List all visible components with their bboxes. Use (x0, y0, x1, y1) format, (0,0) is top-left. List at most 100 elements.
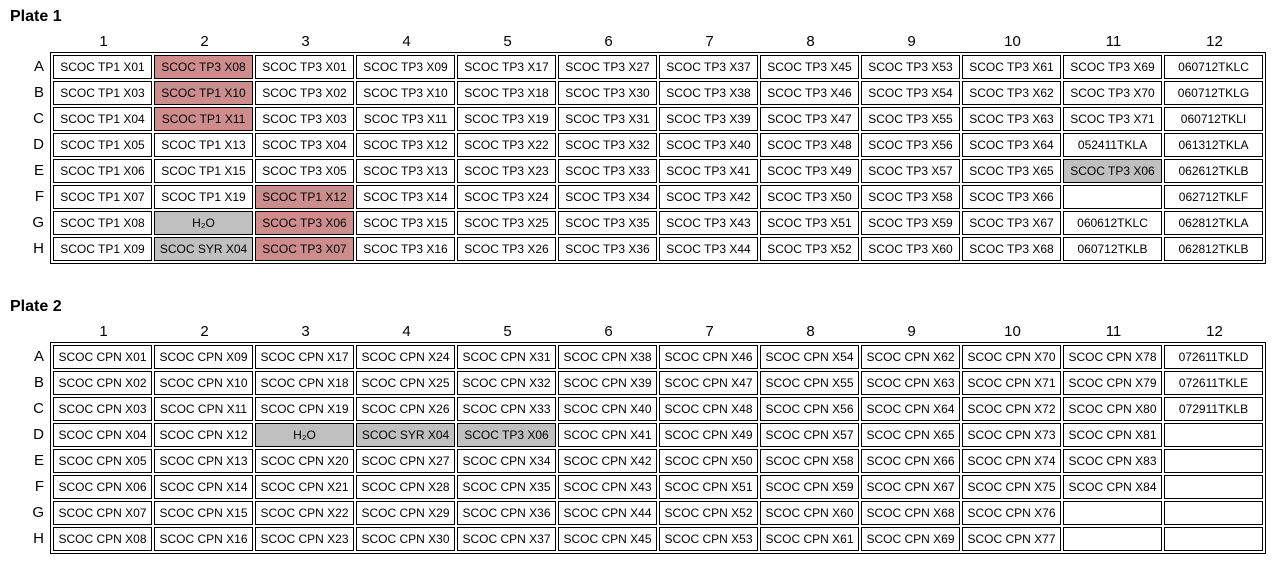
plate-2-well-A8: SCOC CPN X54 (760, 345, 859, 369)
plate-1-well-G7: SCOC TP3 X43 (659, 211, 758, 235)
plate-2-well-A1: SCOC CPN X01 (53, 345, 152, 369)
plate-2-well-E10: SCOC CPN X74 (962, 449, 1061, 473)
plate-1-well-H10: SCOC TP3 X68 (962, 237, 1061, 261)
plate-1-well-B10: SCOC TP3 X62 (962, 81, 1061, 105)
plate-2-well-D6: SCOC CPN X41 (558, 423, 657, 447)
plate-1-well-F7: SCOC TP3 X42 (659, 185, 758, 209)
plate-2-well-H8: SCOC CPN X61 (760, 527, 859, 551)
plate-2-column-headers: 1 2 3 4 5 6 7 8 9 10 11 12 (53, 322, 1272, 342)
plate-2-well-D1: SCOC CPN X04 (53, 423, 152, 447)
plate-2-row-label-B: B (33, 374, 44, 391)
plate-1-well-F6: SCOC TP3 X34 (558, 185, 657, 209)
plate-1-well-B9: SCOC TP3 X54 (861, 81, 960, 105)
plate-2-well-D11: SCOC CPN X81 (1063, 423, 1162, 447)
plate-2-well-F3: SCOC CPN X21 (255, 475, 354, 499)
plate-1-well-B8: SCOC TP3 X46 (760, 81, 859, 105)
plate-1-well-H11: 060712TKLB (1063, 237, 1162, 261)
plate-1-well-H1: SCOC TP1 X09 (53, 237, 152, 261)
plate-2-well-G2: SCOC CPN X15 (154, 501, 253, 525)
plate-2-well-A9: SCOC CPN X62 (861, 345, 960, 369)
plate-1-well-C3: SCOC TP3 X03 (255, 107, 354, 131)
plate-1-well-C5: SCOC TP3 X19 (457, 107, 556, 131)
plate-2-well-B11: SCOC CPN X79 (1063, 371, 1162, 395)
plate-1-well-G1: SCOC TP1 X08 (53, 211, 152, 235)
plate-1-well-A7: SCOC TP3 X37 (659, 55, 758, 79)
plate-1-well-C8: SCOC TP3 X47 (760, 107, 859, 131)
plate-1-well-G8: SCOC TP3 X51 (760, 211, 859, 235)
plate-2-well-E9: SCOC CPN X66 (861, 449, 960, 473)
plate-1-row-label-D: D (33, 136, 44, 153)
plate-2-well-E7: SCOC CPN X50 (659, 449, 758, 473)
plate-1-well-E9: SCOC TP3 X57 (861, 159, 960, 183)
plate-2-well-E1: SCOC CPN X05 (53, 449, 152, 473)
plate-1-well-B3: SCOC TP3 X02 (255, 81, 354, 105)
plate-2-well-B10: SCOC CPN X71 (962, 371, 1061, 395)
plate-2-well-C8: SCOC CPN X56 (760, 397, 859, 421)
plate-2-title: Plate 2 (10, 298, 62, 315)
plate-2-well-C12: 072911TKLB (1164, 397, 1263, 421)
plate-1-well-D6: SCOC TP3 X32 (558, 133, 657, 157)
plate-2-well-D10: SCOC CPN X73 (962, 423, 1061, 447)
plate-1-well-F1: SCOC TP1 X07 (53, 185, 152, 209)
plate-1-well-H3: SCOC TP3 X07 (255, 237, 354, 261)
plate-1-well-A1: SCOC TP1 X01 (53, 55, 152, 79)
plate-2-well-E11: SCOC CPN X83 (1063, 449, 1162, 473)
plate-2-row-label-E: E (33, 452, 44, 469)
plate-1-well-C4: SCOC TP3 X11 (356, 107, 455, 131)
plate-1-well-E4: SCOC TP3 X13 (356, 159, 455, 183)
plate-2-well-D2: SCOC CPN X12 (154, 423, 253, 447)
plate-2-row-label-F: F (34, 478, 44, 495)
plate-1-well-D3: SCOC TP3 X04 (255, 133, 354, 157)
plate-1-well-E1: SCOC TP1 X06 (53, 159, 152, 183)
plate-1-row-label-A: A (33, 58, 44, 75)
plate-1-well-G9: SCOC TP3 X59 (861, 211, 960, 235)
plate-2-well-F2: SCOC CPN X14 (154, 475, 253, 499)
plate-1-well-C11: SCOC TP3 X71 (1063, 107, 1162, 131)
plate-2-well-C2: SCOC CPN X11 (154, 397, 253, 421)
plate-1-well-D7: SCOC TP3 X40 (659, 133, 758, 157)
plate-1-row-label-B: B (33, 84, 44, 101)
plate-2-row-label-G: G (32, 504, 44, 521)
plate-2-well-A12: 072611TKLD (1164, 345, 1263, 369)
plate-2-well-G9: SCOC CPN X68 (861, 501, 960, 525)
plate-1-well-F8: SCOC TP3 X50 (760, 185, 859, 209)
plate-1-column-header-12: 12 (1206, 33, 1223, 50)
plate-1-well-E8: SCOC TP3 X49 (760, 159, 859, 183)
plate-1-well-E12: 062612TKLB (1164, 159, 1263, 183)
plate-2-row-label-H: H (33, 530, 44, 547)
plate-2-well-B5: SCOC CPN X32 (457, 371, 556, 395)
plate-2-well-A11: SCOC CPN X78 (1063, 345, 1162, 369)
plate-2-column-header-3: 3 (301, 323, 310, 340)
plate-1-well-D5: SCOC TP3 X22 (457, 133, 556, 157)
plate-1-well-F12: 062712TKLF (1164, 185, 1263, 209)
plate-2-well-E6: SCOC CPN X42 (558, 449, 657, 473)
plate-2-column-header-4: 4 (402, 323, 411, 340)
plate-2-well-D8: SCOC CPN X57 (760, 423, 859, 447)
plate-2-well-G3: SCOC CPN X22 (255, 501, 354, 525)
plate-1-column-header-7: 7 (705, 33, 714, 50)
plate-1-well-G12: 062812TKLA (1164, 211, 1263, 235)
plate-2-well-A2: SCOC CPN X09 (154, 345, 253, 369)
plate-1-row-label-F: F (34, 188, 44, 205)
plate-2-column-header-11: 11 (1105, 323, 1122, 340)
plate-2-well-C10: SCOC CPN X72 (962, 397, 1061, 421)
plate-2-well-F6: SCOC CPN X43 (558, 475, 657, 499)
plate-1-well-F3: SCOC TP1 X12 (255, 185, 354, 209)
plate-1-well-E7: SCOC TP3 X41 (659, 159, 758, 183)
plate-1-well-D11: 052411TKLA (1063, 133, 1162, 157)
plate-2-well-grid: SCOC CPN X01 SCOC CPN X09 SCOC CPN X17 SCOC… (50, 342, 1266, 554)
plate-1-well-F10: SCOC TP3 X66 (962, 185, 1061, 209)
plate-2-well-E2: SCOC CPN X13 (154, 449, 253, 473)
plate-2-well-B4: SCOC CPN X25 (356, 371, 455, 395)
plate-2-column-header-6: 6 (604, 323, 613, 340)
plate-1-well-A12: 060712TKLC (1164, 55, 1263, 79)
plate-1-well-D1: SCOC TP1 X05 (53, 133, 152, 157)
plate-2-well-G8: SCOC CPN X60 (760, 501, 859, 525)
plate-1-column-header-11: 11 (1105, 33, 1122, 50)
plate-2-well-H11 (1063, 527, 1162, 551)
plate-2-well-E3: SCOC CPN X20 (255, 449, 354, 473)
plate-1-column-header-6: 6 (604, 33, 613, 50)
plate-1-well-E6: SCOC TP3 X33 (558, 159, 657, 183)
plate-2-column-header-7: 7 (705, 323, 714, 340)
